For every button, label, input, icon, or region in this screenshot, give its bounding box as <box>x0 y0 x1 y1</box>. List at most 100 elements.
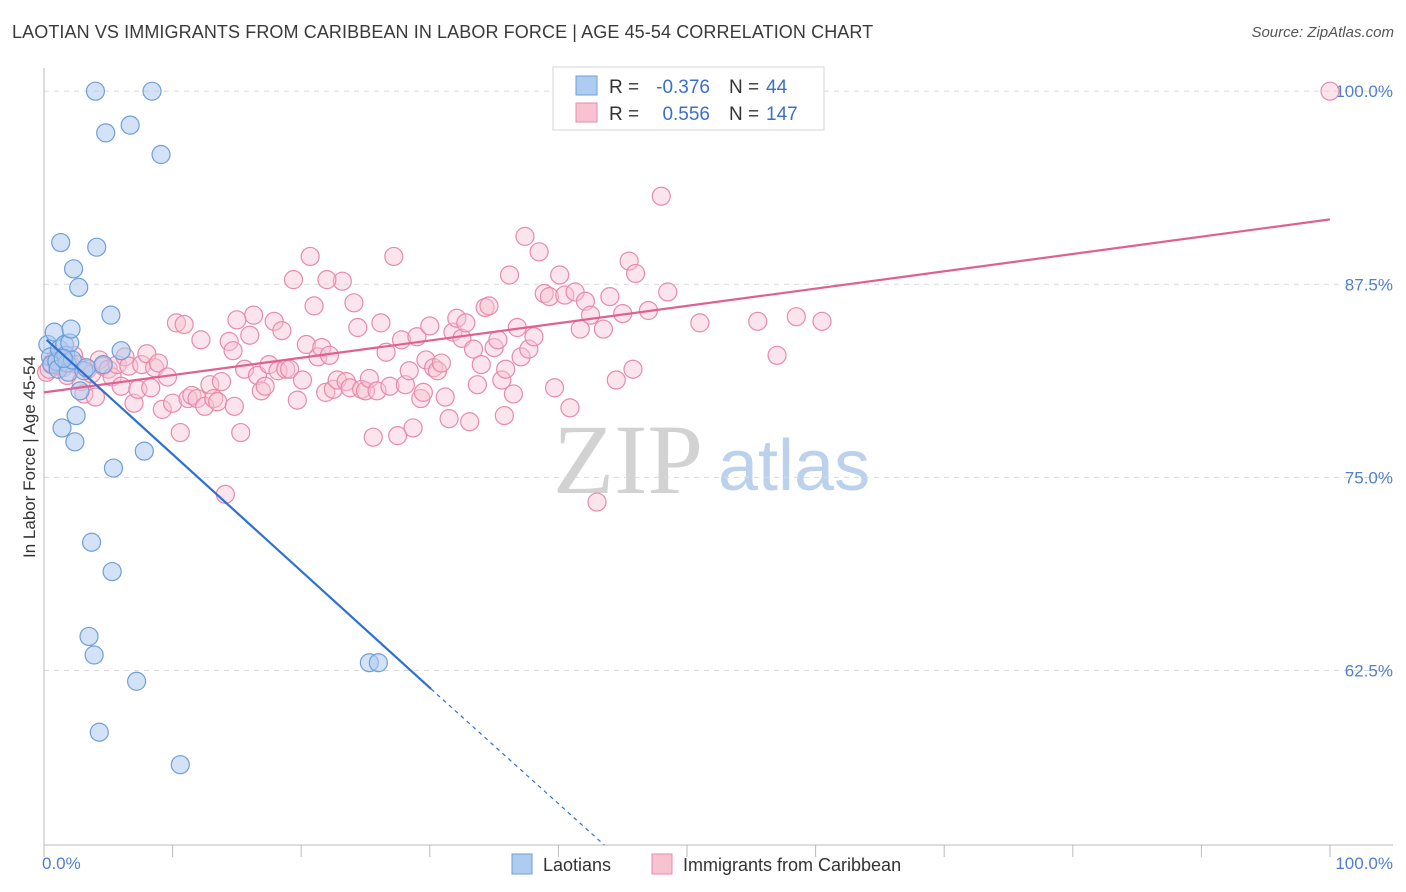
gridlines <box>44 90 1393 671</box>
watermark-atlas: atlas <box>718 426 870 506</box>
data-point-caribbean <box>287 390 307 410</box>
data-point-laotian <box>96 123 116 143</box>
watermark: ZIP atlas <box>553 404 870 515</box>
x-tick-label-min: 0.0% <box>42 854 81 873</box>
data-point-caribbean <box>292 370 313 390</box>
data-point-caribbean <box>399 361 419 381</box>
data-point-caribbean <box>539 287 559 307</box>
y-tick-label: 87.5% <box>1345 275 1393 294</box>
data-point-caribbean <box>534 283 554 304</box>
data-point-caribbean <box>141 378 161 398</box>
data-point-caribbean <box>215 484 235 504</box>
caribbean-points <box>36 81 1340 512</box>
data-point-caribbean <box>524 327 544 347</box>
data-point-caribbean <box>492 370 512 390</box>
data-point-caribbean <box>163 393 183 413</box>
data-point-caribbean <box>316 382 336 402</box>
legend-n-value-2: 147 <box>766 104 798 125</box>
data-point-caribbean <box>420 316 440 336</box>
data-point-caribbean <box>447 308 467 328</box>
data-point-caribbean <box>170 422 190 443</box>
data-point-caribbean <box>304 296 324 316</box>
trend-line-laotians-extrapolated <box>430 688 605 846</box>
data-point-laotian <box>368 653 388 673</box>
data-point-caribbean <box>223 341 243 361</box>
data-point-caribbean <box>312 337 332 358</box>
data-point-caribbean <box>208 392 228 412</box>
data-point-caribbean <box>300 246 320 267</box>
data-point-caribbean <box>494 405 514 426</box>
data-point-caribbean <box>348 317 368 338</box>
data-point-laotian <box>85 81 106 101</box>
data-point-caribbean <box>651 186 671 206</box>
bottom-legend-label-caribbean: Immigrants from Caribbean <box>683 855 901 875</box>
data-point-laotian <box>63 259 84 279</box>
data-point-caribbean <box>812 311 832 331</box>
data-point-caribbean <box>623 359 643 379</box>
y-axis-tick-labels: 62.5% 75.0% 87.5% 100.0% <box>1335 82 1393 680</box>
bottom-legend-swatch-caribbean <box>651 853 673 875</box>
data-point-laotian <box>52 418 72 438</box>
data-point-caribbean <box>244 305 264 325</box>
legend-r-label-1: R = <box>609 77 639 98</box>
data-point-caribbean <box>587 492 607 512</box>
data-point-laotian <box>89 722 109 742</box>
data-point-caribbean <box>439 409 459 429</box>
data-point-caribbean <box>519 339 539 359</box>
data-point-laotian <box>111 341 131 361</box>
data-point-caribbean <box>550 265 570 285</box>
data-point-caribbean <box>435 387 455 407</box>
data-point-caribbean <box>471 354 491 375</box>
trend-lines <box>43 218 1331 846</box>
legend-n-label-2: N = <box>729 104 759 125</box>
data-point-laotian <box>170 755 190 775</box>
data-point-caribbean <box>152 399 172 419</box>
legend-box <box>552 66 825 131</box>
data-point-laotian <box>81 532 102 552</box>
laotian-points <box>38 81 388 775</box>
data-point-caribbean <box>658 282 678 302</box>
data-point-caribbean <box>388 426 408 446</box>
data-point-caribbean <box>219 331 239 352</box>
data-point-caribbean <box>456 313 476 333</box>
data-point-laotian <box>101 305 121 325</box>
y-axis-label: In Labor Force | Age 45-54 <box>20 356 39 558</box>
data-point-caribbean <box>355 381 376 401</box>
data-point-laotian <box>65 432 85 452</box>
data-point-caribbean <box>182 385 202 406</box>
data-point-caribbean <box>600 287 620 307</box>
data-point-caribbean <box>467 375 487 395</box>
legend-n-value-1: 44 <box>766 77 788 98</box>
data-point-caribbean <box>111 376 131 396</box>
correlation-legend: R = -0.376 N = 44 R = 0.556 N = 147 <box>552 66 825 131</box>
y-tick-label: 75.0% <box>1345 468 1393 487</box>
data-point-caribbean <box>786 307 806 327</box>
y-tick-label: 100.0% <box>1335 82 1393 101</box>
data-point-laotian <box>53 348 73 369</box>
data-point-caribbean <box>367 381 387 401</box>
trend-line-laotians <box>45 339 432 690</box>
data-point-laotian <box>76 358 97 378</box>
data-point-caribbean <box>371 313 391 333</box>
data-point-caribbean <box>580 305 601 325</box>
data-point-caribbean <box>224 396 244 416</box>
data-point-laotian <box>66 405 86 426</box>
data-point-caribbean <box>403 418 423 438</box>
data-point-laotian <box>120 115 140 135</box>
data-point-laotian <box>51 232 71 253</box>
data-point-caribbean <box>413 382 433 402</box>
data-point-caribbean <box>479 296 499 316</box>
bottom-legend-swatch-laotians <box>511 853 533 875</box>
data-point-caribbean <box>511 347 531 367</box>
data-point-caribbean <box>593 319 614 339</box>
data-point-laotian <box>126 671 147 691</box>
data-point-laotian <box>142 81 162 101</box>
data-point-caribbean <box>166 313 187 333</box>
data-point-laotian <box>79 626 99 647</box>
legend-r-value-2: 0.556 <box>662 104 710 125</box>
watermark-zip: ZIP <box>553 404 703 515</box>
data-point-caribbean <box>431 353 451 373</box>
data-point-caribbean <box>606 370 626 390</box>
data-point-caribbean <box>240 325 260 345</box>
